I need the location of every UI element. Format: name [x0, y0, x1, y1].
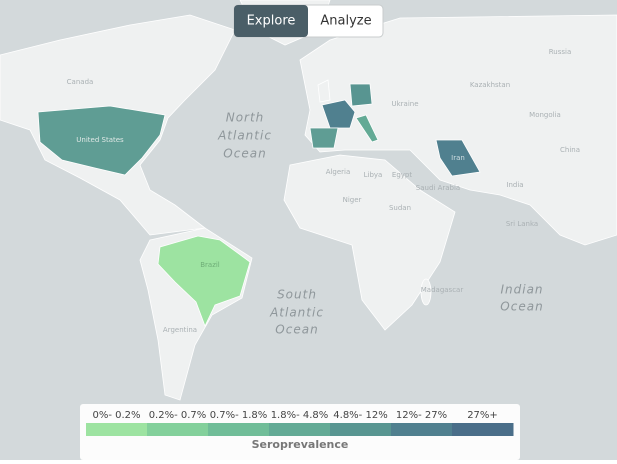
legend-swatch [452, 423, 514, 436]
legend-swatch [330, 423, 392, 436]
country-label: Sudan [389, 204, 411, 212]
africa [283, 154, 456, 331]
legend-swatch [208, 423, 270, 436]
country-label: Russia [549, 48, 572, 56]
country-label: Kazakhstan [470, 81, 510, 89]
france [321, 99, 356, 129]
country-label: Argentina [163, 326, 197, 334]
country-label: Madagascar [421, 286, 464, 294]
legend-label: 27%+ [467, 410, 498, 421]
country-label: Ukraine [391, 100, 418, 108]
legend-label: 12%- 27% [396, 410, 447, 421]
legend-swatch [86, 423, 148, 436]
toggle-analyze[interactable]: Analyze [320, 14, 371, 29]
country-label: Sri Lanka [506, 220, 538, 228]
ocean-label: South [277, 288, 317, 302]
legend-label: 0.7%- 1.8% [210, 410, 268, 421]
ocean-label: North [226, 111, 265, 125]
country-label: United States [76, 136, 124, 144]
country-label: Mongolia [529, 111, 561, 119]
country-label: Niger [343, 196, 362, 204]
eurasia [299, 14, 617, 246]
legend: Seroprevalence 0%- 0.2% 0.2%- 0.7% 0.7%- 1… [80, 404, 520, 460]
view-toggle: Explore Analyze [233, 4, 384, 38]
ocean-label: Ocean [500, 300, 543, 314]
legend-title: Seroprevalence [252, 438, 349, 451]
ocean-label: Ocean [275, 323, 318, 337]
legend-swatch [391, 423, 453, 436]
iran [435, 139, 481, 177]
country-label: India [506, 181, 523, 189]
ocean-label: Indian [500, 283, 543, 297]
country-label: Brazil [200, 261, 220, 269]
united-states [37, 105, 166, 176]
madagascar [420, 278, 432, 306]
ocean-label: Atlantic [269, 306, 324, 320]
country-label: Saudi Arabia [416, 184, 460, 192]
legend-label: 1.8%- 4.8% [271, 410, 329, 421]
toggle-explore[interactable]: Explore [247, 14, 296, 29]
ocean-label: Atlantic [217, 129, 272, 143]
legend-swatch [269, 423, 331, 436]
colored-countries [37, 83, 481, 328]
germany [349, 83, 373, 107]
uk [317, 79, 331, 103]
legend-label: 0%- 0.2% [92, 410, 140, 421]
spain [309, 127, 339, 149]
italy [355, 114, 379, 143]
country-label: Canada [67, 78, 94, 86]
country-label: China [560, 146, 580, 154]
country-label: Iran [451, 154, 465, 162]
brazil [157, 235, 251, 328]
country-label: Egypt [392, 171, 412, 179]
country-label: Algeria [326, 168, 351, 176]
ocean-label: Ocean [223, 147, 266, 161]
legend-swatch [147, 423, 209, 436]
legend-label: 0.2%- 0.7% [149, 410, 207, 421]
country-label: Libya [364, 171, 383, 179]
legend-label: 4.8%- 12% [333, 410, 387, 421]
toggle-explore-bg[interactable] [234, 5, 308, 37]
